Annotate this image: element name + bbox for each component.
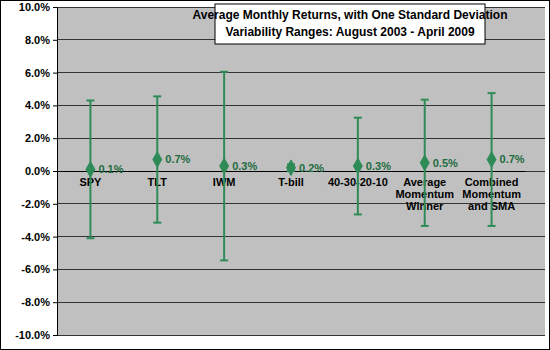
error-bar-group	[420, 100, 429, 226]
y-tick-mark	[53, 204, 57, 205]
data-label: 0.2%	[299, 162, 324, 174]
y-tick-label: 2.0%	[25, 132, 50, 144]
error-bar-group	[287, 160, 296, 176]
y-tick: 8.0%	[25, 34, 57, 46]
grid	[57, 7, 545, 335]
error-cap-top	[220, 71, 228, 73]
data-label: 0.7%	[500, 153, 525, 165]
y-tick: 0.0%	[25, 165, 57, 177]
y-tick-label: 6.0%	[25, 67, 50, 79]
data-label: 0.5%	[433, 157, 458, 169]
y-tick-label: 8.0%	[25, 34, 50, 46]
y-tick: -2.0%	[21, 198, 57, 210]
marker	[487, 152, 496, 168]
grid-line	[57, 105, 545, 106]
subtitle: Variability Ranges: August 2003 - April …	[225, 25, 475, 39]
x-tick-label: T-bill	[278, 176, 304, 188]
error-cap-bottom	[86, 237, 94, 239]
error-cap-top	[86, 99, 94, 101]
y-tick-mark	[53, 138, 57, 139]
marker	[153, 152, 162, 168]
error-cap-top	[354, 117, 362, 119]
y-tick-label: 4.0%	[25, 99, 50, 111]
marker	[220, 158, 229, 174]
grid-line	[57, 138, 545, 139]
title-box: Average Monthly Returns, with One Standa…	[193, 4, 508, 44]
error-bar-group	[153, 96, 162, 222]
marker	[420, 155, 429, 171]
chart-background	[1, 1, 550, 350]
grid-line	[57, 72, 545, 73]
y-axis: -10.0% -8.0% -6.0% -4.0% -2.0% 0.0% 2.0% 4.0% 6.…	[15, 1, 57, 341]
marker	[353, 158, 362, 174]
y-axis-line	[53, 8, 58, 336]
y-tick-label: -4.0%	[21, 231, 50, 243]
y-tick-mark	[53, 171, 57, 172]
error-bar-group	[487, 93, 496, 226]
y-tick-label: 10.0%	[19, 1, 50, 13]
y-tick: -8.0%	[21, 296, 57, 308]
error-bar-group	[353, 118, 362, 215]
marks	[86, 72, 496, 261]
y-tick-mark	[53, 269, 57, 270]
y-tick: -10.0%	[15, 329, 57, 341]
x-tick-label-line: T-bill	[278, 176, 304, 188]
y-tick-mark	[53, 302, 57, 303]
y-tick: -4.0%	[21, 231, 57, 243]
y-tick-mark	[53, 40, 57, 41]
marker	[287, 160, 296, 176]
error-cap-bottom	[153, 222, 161, 224]
grid-line	[57, 269, 545, 270]
y-tick: 4.0%	[25, 99, 57, 111]
grid-line	[57, 302, 545, 303]
y-tick-mark	[53, 335, 57, 336]
error-bar-group	[220, 72, 229, 261]
data-label: 0.1%	[98, 163, 123, 175]
grid-line	[57, 335, 545, 336]
data-label: 0.3%	[366, 160, 391, 172]
y-tick-label: -6.0%	[21, 263, 50, 275]
plot-area	[57, 7, 545, 335]
error-cap-bottom	[354, 213, 362, 215]
data-label: 0.3%	[232, 160, 257, 172]
x-tick: T-bill	[278, 176, 304, 188]
y-tick-label: -10.0%	[15, 329, 50, 341]
y-tick-mark	[53, 105, 57, 106]
grid-line	[57, 236, 545, 237]
y-tick: 2.0%	[25, 132, 57, 144]
data-labels: 0.1% 0.7% 0.3% 0.2% 0.3% 0.5% 0.7%	[98, 153, 524, 175]
error-cap-top	[488, 92, 496, 94]
data-label: 0.7%	[165, 153, 190, 165]
y-tick-label: -2.0%	[21, 198, 50, 210]
y-tick-label: 0.0%	[25, 165, 50, 177]
y-tick-mark	[53, 7, 57, 8]
y-tick: 10.0%	[19, 1, 57, 13]
error-cap-top	[153, 95, 161, 97]
error-cap-bottom	[421, 225, 429, 227]
marker	[86, 162, 95, 178]
error-cap-top	[421, 99, 429, 101]
y-tick-mark	[53, 237, 57, 238]
y-tick-label: -8.0%	[21, 296, 50, 308]
x-axis: SPYTLTIWMT-bill40-30-20-10AverageMomentu…	[58, 172, 526, 213]
chart: -10.0% -8.0% -6.0% -4.0% -2.0% 0.0% 2.0% 4.0% 6.…	[0, 0, 550, 350]
y-tick-mark	[53, 73, 57, 74]
error-cap-bottom	[220, 259, 228, 261]
y-tick: -6.0%	[21, 263, 57, 275]
y-tick: 6.0%	[25, 67, 57, 79]
error-bar-group	[86, 100, 95, 238]
title: Average Monthly Returns, with One Standa…	[193, 8, 508, 22]
error-cap-bottom	[488, 225, 496, 227]
